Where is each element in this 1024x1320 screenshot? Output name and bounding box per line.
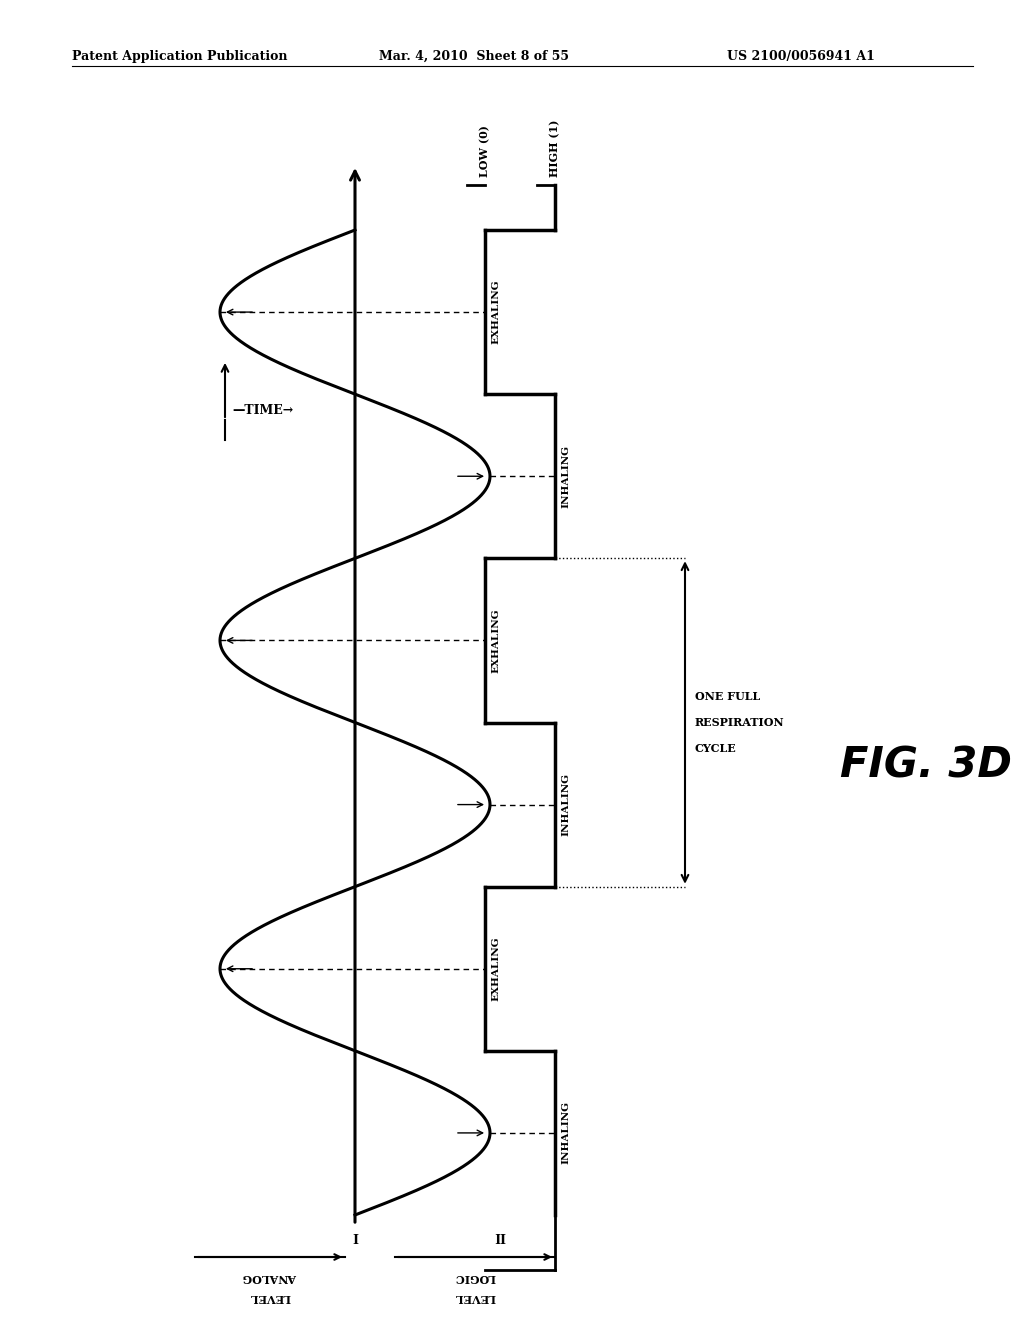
Text: LEVEL: LEVEL bbox=[455, 1291, 496, 1303]
Text: RESPIRATION: RESPIRATION bbox=[695, 717, 784, 729]
Text: INHALING: INHALING bbox=[561, 445, 570, 508]
Text: INHALING: INHALING bbox=[561, 774, 570, 836]
Text: HIGH (1): HIGH (1) bbox=[550, 120, 560, 177]
Text: —TIME→: —TIME→ bbox=[232, 404, 293, 417]
Text: ANALOG: ANALOG bbox=[243, 1271, 297, 1283]
Text: Mar. 4, 2010  Sheet 8 of 55: Mar. 4, 2010 Sheet 8 of 55 bbox=[379, 50, 569, 63]
Text: EXHALING: EXHALING bbox=[490, 609, 500, 673]
Text: EXHALING: EXHALING bbox=[490, 936, 500, 1001]
Text: ONE FULL: ONE FULL bbox=[695, 690, 760, 702]
Text: LOGIC: LOGIC bbox=[455, 1271, 496, 1283]
Text: LEVEL: LEVEL bbox=[250, 1291, 291, 1303]
Text: II: II bbox=[495, 1229, 506, 1242]
Text: US 2100/0056941 A1: US 2100/0056941 A1 bbox=[727, 50, 874, 63]
Text: FIG. 3D: FIG. 3D bbox=[840, 744, 1012, 787]
Text: I: I bbox=[352, 1229, 358, 1242]
Text: INHALING: INHALING bbox=[561, 1101, 570, 1164]
Text: CYCLE: CYCLE bbox=[695, 743, 736, 754]
Text: Patent Application Publication: Patent Application Publication bbox=[72, 50, 287, 63]
Text: LOW (0): LOW (0) bbox=[479, 125, 490, 177]
Text: EXHALING: EXHALING bbox=[490, 280, 500, 345]
